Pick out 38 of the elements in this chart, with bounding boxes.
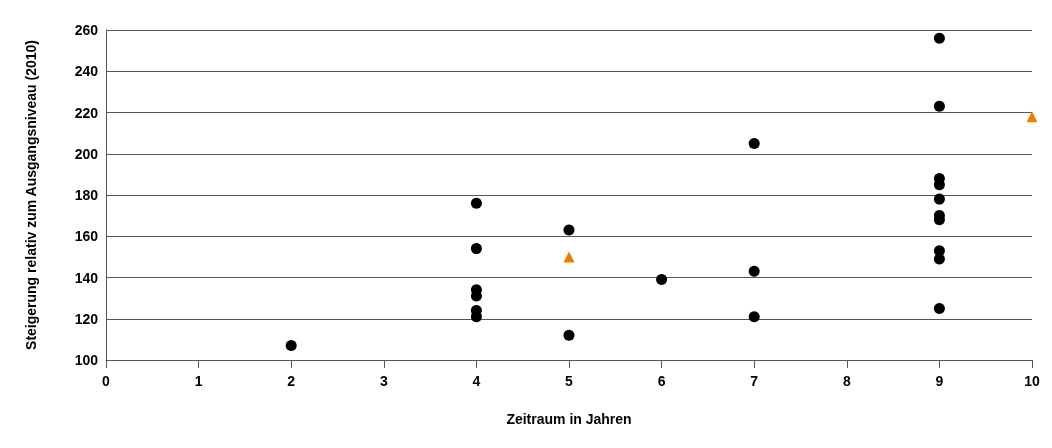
point: [933, 253, 945, 265]
x-tick-label: 6: [657, 373, 666, 389]
x-tick-label: 10: [1024, 373, 1040, 389]
y-tick-label: 260: [74, 22, 99, 38]
point: [285, 340, 297, 352]
y-tick-label: 200: [74, 145, 99, 162]
y-axis-title: Steigerung relativ zum Ausgangsniveau (2010): [23, 40, 39, 350]
x-tick-label: 1: [194, 373, 203, 389]
x-tick-label: 3: [379, 373, 388, 389]
y-tick-label: 100: [74, 352, 99, 368]
point: [748, 311, 760, 323]
y-tick-label: 240: [74, 63, 99, 80]
y-tick-label: 140: [74, 269, 99, 286]
point: [470, 197, 482, 209]
y-tick-label: 160: [74, 228, 99, 245]
x-tick-label: 0: [102, 373, 111, 389]
point: [933, 100, 945, 112]
point: [563, 329, 575, 341]
y-tick-label: 220: [74, 104, 99, 121]
point: [656, 274, 668, 286]
point: [933, 32, 945, 44]
y-tick-label: 120: [74, 310, 99, 327]
point: [933, 193, 945, 205]
x-tick-label: 8: [842, 373, 851, 389]
point: [563, 251, 575, 263]
x-tick-label: 4: [472, 373, 481, 389]
point: [470, 243, 482, 255]
x-tick-label: 7: [750, 373, 759, 389]
x-tick-label: 9: [935, 373, 944, 389]
x-axis-title: Zeitraum in Jahren: [506, 411, 632, 427]
x-tick-label: 2: [287, 373, 296, 389]
point: [748, 265, 760, 277]
point: [933, 302, 945, 314]
point: [563, 224, 575, 236]
point: [748, 137, 760, 149]
y-tick-label: 180: [74, 187, 99, 203]
point: [1026, 111, 1038, 123]
x-tick-label: 5: [565, 373, 574, 389]
